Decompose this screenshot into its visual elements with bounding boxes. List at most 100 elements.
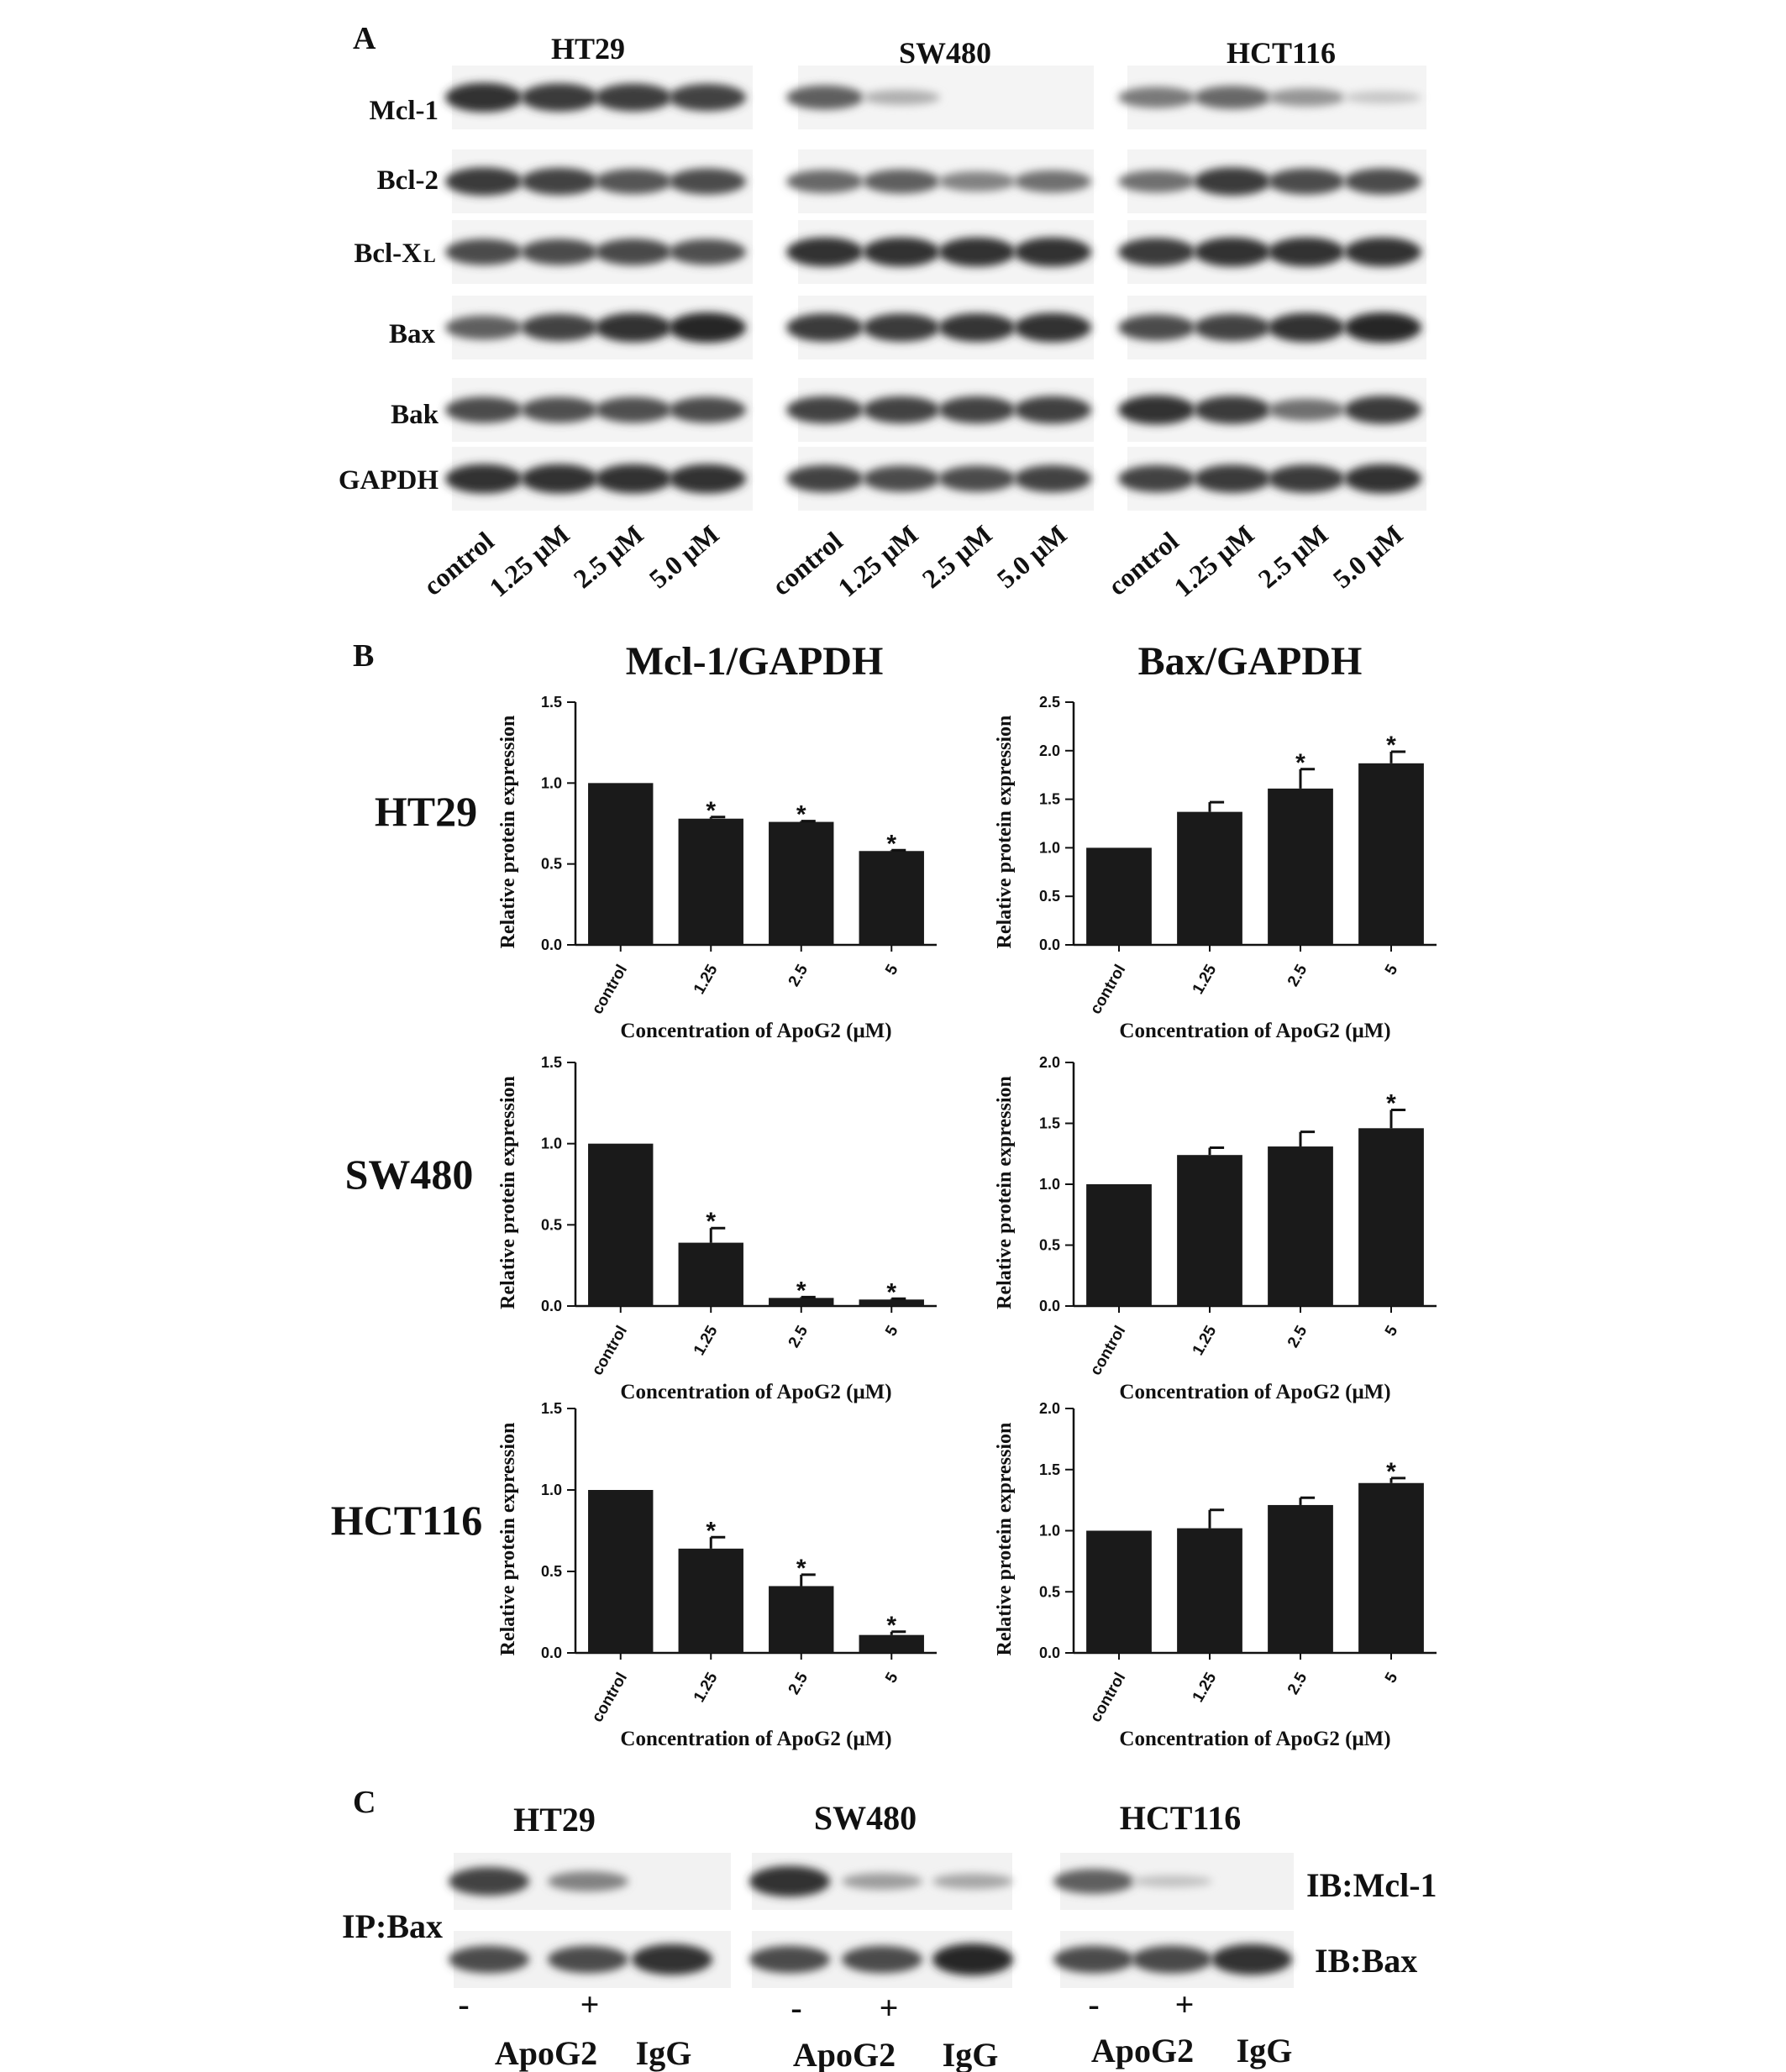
y-axis-label: Relative protein expression: [994, 1076, 1016, 1309]
y-tick-label: 0.5: [1039, 1583, 1060, 1600]
western-band: [595, 464, 672, 494]
panel-a: A HT29 SW480 HCT116 Mcl-1 Bcl-2 Bcl-X L …: [339, 21, 1426, 603]
western-band: [669, 464, 746, 494]
co-ip-band: [749, 1865, 830, 1897]
row-label-ht29: HT29: [375, 788, 477, 835]
western-band: [1194, 396, 1271, 424]
x-tick-label: 1.25: [1190, 962, 1221, 998]
lane-label: control: [1102, 526, 1185, 601]
western-band: [669, 83, 746, 112]
significance-star: *: [886, 1612, 896, 1639]
western-band: [1118, 464, 1195, 493]
y-tick-label: 1.0: [541, 1482, 562, 1498]
western-band: [595, 396, 672, 423]
bar: [1086, 847, 1152, 945]
western-band: [1344, 168, 1421, 195]
lane-label: 5.0 μM: [1327, 519, 1409, 595]
y-tick-label: 1.0: [1039, 1523, 1060, 1540]
x-tick-label: 1.25: [1190, 1323, 1221, 1359]
bar: [678, 1242, 743, 1306]
y-tick-label: 0.5: [1039, 888, 1060, 905]
x-tick-label: 2.5: [1284, 1323, 1311, 1351]
co-ip-band: [749, 1945, 830, 1974]
western-band: [1268, 237, 1345, 267]
western-band: [445, 315, 523, 340]
ib-label-mcl1: IB:Mcl-1: [1306, 1866, 1437, 1904]
igg-label: IgG: [636, 2034, 692, 2072]
plus-marker: +: [580, 1985, 600, 2023]
x-tick-label: 5: [882, 1670, 902, 1686]
x-tick-label: control: [589, 1670, 631, 1725]
bar: [588, 783, 654, 945]
western-band: [1344, 464, 1421, 494]
western-band: [1268, 398, 1345, 422]
significance-star: *: [796, 1277, 806, 1304]
significance-star: *: [1386, 1090, 1396, 1118]
western-band: [521, 396, 598, 423]
significance-star: *: [1295, 749, 1305, 777]
x-axis-label: Concentration of ApoG2 (μM): [620, 1381, 891, 1403]
x-tick-label: 1.25: [691, 962, 722, 998]
lane-label: control: [766, 526, 848, 601]
x-tick-label: 2.5: [785, 962, 812, 990]
western-band: [445, 82, 523, 113]
y-tick-label: 1.5: [541, 694, 562, 711]
western-band: [863, 396, 940, 424]
western-band: [669, 396, 746, 423]
y-axis-label: Relative protein expression: [497, 1423, 519, 1656]
co-ip-blots: [449, 1853, 1294, 1988]
y-tick-label: 1.5: [1039, 791, 1060, 808]
western-band: [1194, 313, 1271, 342]
bar: [1177, 1155, 1242, 1306]
y-axis-label: Relative protein expression: [994, 716, 1016, 949]
lane-label: 5.0 μM: [991, 519, 1073, 595]
western-band: [863, 237, 940, 267]
ip-label: IP:Bax: [342, 1907, 443, 1945]
western-band: [445, 239, 523, 265]
significance-star: *: [886, 1278, 896, 1306]
bar: [1358, 1128, 1424, 1306]
minus-marker: -: [1088, 1985, 1099, 2023]
significance-star: *: [1386, 732, 1396, 759]
panel-c: C HT29 SW480 HCT116 IP:Bax IB:Mcl-1 IB:B…: [342, 1785, 1437, 2072]
lane-label: 5.0 μM: [643, 519, 725, 595]
lane-label: 2.5 μM: [568, 519, 649, 595]
x-tick-label: 1.25: [1190, 1670, 1221, 1706]
bar: [1268, 1504, 1333, 1653]
ib-label-bax: IB:Bax: [1315, 1942, 1417, 1980]
significance-star: *: [886, 830, 896, 858]
bar-chart: 0.0 0.5 1.0 1.5 control * 1.25 * 2.5 * 5 Relative p…: [497, 1400, 937, 1750]
western-band: [938, 465, 1016, 492]
x-tick-label: 5: [1382, 1670, 1402, 1686]
bar: [769, 1586, 834, 1653]
y-tick-label: 1.0: [1039, 839, 1060, 856]
significance-star: *: [796, 801, 806, 829]
y-tick-label: 1.5: [541, 1054, 562, 1071]
panel-c-header-sw480: SW480: [814, 1799, 917, 1837]
western-band: [1194, 86, 1271, 109]
western-band: [863, 90, 940, 105]
lane-label: 1.25 μM: [483, 519, 575, 603]
y-tick-label: 0.5: [1039, 1237, 1060, 1254]
y-tick-label: 0.0: [541, 1298, 562, 1314]
bar: [769, 1298, 834, 1306]
x-axis-label: Concentration of ApoG2 (μM): [620, 1728, 891, 1750]
x-tick-label: 1.25: [691, 1670, 722, 1706]
y-tick-label: 2.0: [1039, 742, 1060, 759]
western-band: [1118, 170, 1195, 193]
panel-a-header-ht29: HT29: [551, 32, 625, 66]
bar: [859, 1299, 924, 1306]
y-tick-label: 0.5: [541, 1216, 562, 1233]
western-band: [445, 464, 523, 494]
western-band: [938, 312, 1016, 343]
bar: [1177, 1528, 1242, 1653]
western-band: [595, 239, 672, 265]
y-tick-label: 0.0: [541, 1644, 562, 1661]
lane-labels-sw480: control 1.25 μM 2.5 μM 5.0 μM: [766, 519, 1073, 603]
co-ip-lane-labels-hct116: - + ApoG2 IgG: [1088, 1985, 1292, 2069]
x-tick-label: 5: [1382, 1323, 1402, 1340]
x-tick-label: 2.5: [785, 1323, 812, 1351]
co-ip-band: [932, 1943, 1013, 1975]
row-label-bclxl: Bcl-X: [354, 239, 422, 269]
